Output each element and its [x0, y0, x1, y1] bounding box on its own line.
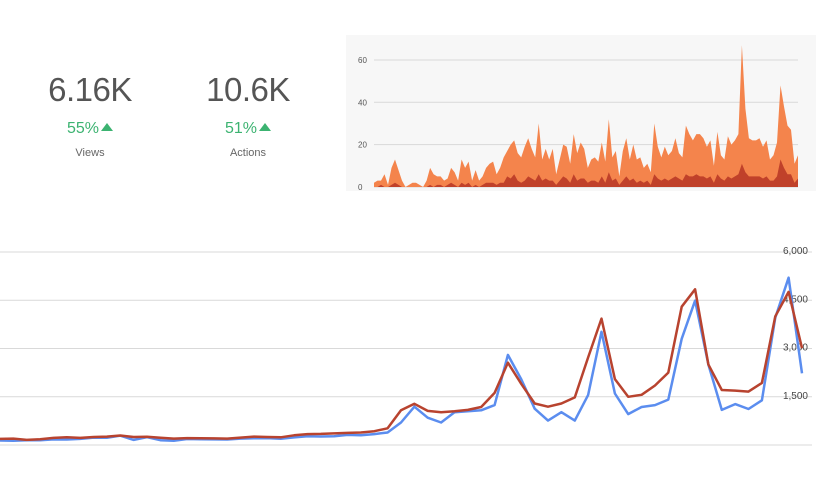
up-arrow-icon [101, 123, 114, 131]
area-series-1 [374, 45, 798, 187]
views-value: 6.16K [48, 71, 132, 108]
area-chart: 0 20 40 60 [346, 35, 816, 191]
line-series-2 [0, 288, 804, 442]
line-ytick-label: 6,000 [783, 246, 808, 257]
views-change: 55% [25, 120, 155, 138]
actions-change-text: 51% [224, 120, 258, 137]
views-stat: 6.16K 55% Views [25, 71, 155, 160]
actions-value: 10.6K [206, 71, 290, 108]
area-ytick-label: 60 [358, 56, 367, 65]
area-ytick-label: 0 [358, 183, 363, 191]
line-series-1 [0, 276, 804, 443]
views-label: Views [75, 147, 105, 159]
area-series-2 [374, 159, 798, 187]
actions-label: Actions [229, 147, 267, 159]
up-arrow-icon [259, 123, 272, 131]
line-ytick-label: 4,500 [783, 294, 808, 305]
area-ytick-label: 20 [358, 141, 367, 150]
views-change-text: 55% [66, 120, 100, 137]
area-ytick-label: 40 [358, 98, 367, 107]
line-ytick-label: 3,000 [783, 343, 808, 354]
line-chart: 6,000 4,500 3,000 1,500 [0, 246, 812, 446]
actions-stat: 10.6K 51% Actions [183, 71, 313, 160]
line-ytick-label: 1,500 [783, 391, 808, 402]
actions-change: 51% [183, 120, 313, 138]
